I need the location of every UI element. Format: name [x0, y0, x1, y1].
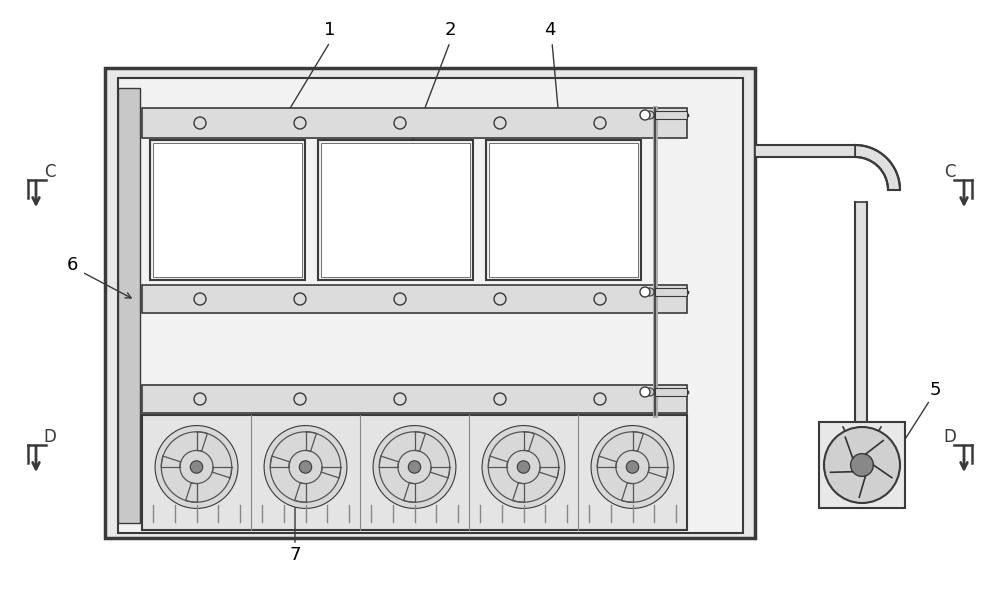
Bar — [150, 140, 305, 280]
Bar — [142, 108, 687, 138]
Circle shape — [299, 461, 312, 473]
Bar — [755, 145, 855, 157]
Bar — [118, 78, 743, 533]
Circle shape — [640, 387, 650, 397]
Circle shape — [640, 287, 650, 297]
Text: 2: 2 — [444, 21, 456, 39]
Text: 1: 1 — [324, 21, 336, 39]
Circle shape — [626, 461, 639, 473]
Circle shape — [373, 426, 456, 509]
Text: C: C — [944, 163, 956, 181]
Bar — [118, 88, 140, 523]
Text: 7: 7 — [289, 546, 301, 564]
Text: C: C — [44, 163, 56, 181]
Bar — [489, 143, 638, 277]
Text: 4: 4 — [544, 21, 556, 39]
Bar — [486, 140, 641, 280]
Circle shape — [155, 426, 238, 509]
Bar — [318, 140, 473, 280]
Bar — [855, 202, 867, 450]
Bar — [655, 111, 687, 119]
Circle shape — [824, 427, 900, 503]
Bar — [655, 388, 687, 396]
Bar — [142, 285, 687, 313]
Circle shape — [646, 111, 654, 119]
Circle shape — [190, 461, 203, 473]
Wedge shape — [855, 145, 900, 190]
Bar — [153, 143, 302, 277]
Text: 6: 6 — [66, 256, 78, 274]
Circle shape — [482, 426, 565, 509]
Text: D: D — [44, 428, 56, 446]
Bar — [142, 385, 687, 413]
Bar — [142, 415, 687, 530]
Circle shape — [264, 426, 347, 509]
Circle shape — [646, 388, 654, 396]
Bar — [321, 143, 470, 277]
Bar — [105, 68, 755, 538]
Circle shape — [640, 110, 650, 120]
Bar — [819, 422, 905, 508]
Text: D: D — [944, 428, 956, 446]
Circle shape — [646, 288, 654, 296]
Circle shape — [591, 426, 674, 509]
Bar — [655, 288, 687, 296]
Circle shape — [408, 461, 421, 473]
Circle shape — [517, 461, 530, 473]
Circle shape — [851, 453, 873, 476]
Text: 5: 5 — [929, 381, 941, 399]
